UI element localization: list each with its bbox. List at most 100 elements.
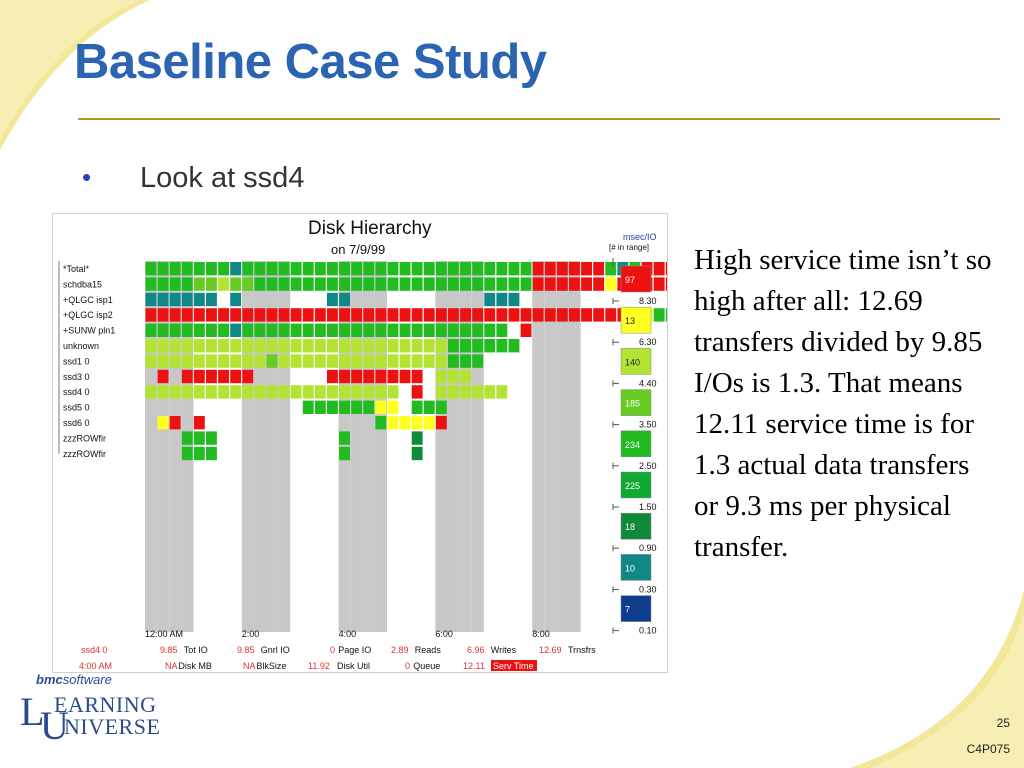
logo-word-universe: NIVERSE xyxy=(64,714,161,739)
heat-cell xyxy=(423,323,435,337)
legend-units: msec/IO xyxy=(623,232,657,242)
heat-cell xyxy=(339,400,350,414)
legend-swatch xyxy=(620,348,652,375)
heat-cell xyxy=(290,308,302,322)
heat-cell xyxy=(484,262,496,276)
heat-cell xyxy=(254,339,266,353)
legend-threshold: 4.40 xyxy=(639,378,657,388)
heat-cell xyxy=(254,277,266,291)
heat-cell xyxy=(230,277,242,291)
heat-cell xyxy=(520,277,532,291)
heat-cell xyxy=(314,400,326,414)
heat-cell xyxy=(653,277,665,291)
heat-cell xyxy=(448,323,459,337)
heat-cell xyxy=(375,308,387,322)
heat-cell xyxy=(472,277,484,291)
heat-cell xyxy=(544,308,556,322)
heat-cell xyxy=(266,308,278,322)
legend-count: 13 xyxy=(625,316,635,326)
legend-count: 140 xyxy=(625,357,640,367)
heat-cell xyxy=(653,262,665,276)
heat-cell xyxy=(593,262,605,276)
heat-cell xyxy=(218,308,229,322)
heat-cell xyxy=(193,431,205,445)
heat-cell xyxy=(508,339,520,353)
heat-cell xyxy=(314,354,326,368)
heat-cell xyxy=(520,323,532,337)
heat-cell xyxy=(556,308,568,322)
heat-cell xyxy=(278,262,290,276)
heat-cell xyxy=(314,308,326,322)
gray-time-column xyxy=(532,261,545,632)
heat-cell xyxy=(302,323,314,337)
disk-hierarchy-chart: Disk Hierarchy on 7/9/99 *Total* schdba15 +Q… xyxy=(52,213,668,673)
heat-cell xyxy=(569,262,580,276)
heat-cell xyxy=(157,308,169,322)
heat-cell xyxy=(181,308,193,322)
heat-cell xyxy=(387,323,399,337)
heat-cell xyxy=(314,277,326,291)
legend-swatch xyxy=(620,595,652,622)
heat-cell xyxy=(472,339,484,353)
heat-cell xyxy=(157,323,169,337)
gray-time-column xyxy=(568,261,581,632)
heat-cell xyxy=(327,369,338,384)
legend-count: 234 xyxy=(625,440,640,450)
heat-cell xyxy=(278,323,290,337)
heat-cell xyxy=(266,385,278,399)
heat-cell xyxy=(157,339,169,353)
legend-swatch xyxy=(620,471,652,499)
heat-cell xyxy=(314,339,326,353)
heat-cell xyxy=(266,323,278,337)
row-label: +SUNW pln1 xyxy=(63,326,115,336)
heat-cell xyxy=(206,262,217,276)
stat-label: Reads xyxy=(415,645,442,655)
gray-time-column xyxy=(362,261,375,632)
gray-time-column xyxy=(544,261,557,632)
heat-cell xyxy=(496,323,508,337)
heat-cell xyxy=(230,292,242,307)
stat-label: Writes xyxy=(491,645,517,655)
heat-cell xyxy=(218,385,229,399)
heat-cell xyxy=(665,262,667,276)
heat-cell xyxy=(290,262,302,276)
heat-cell xyxy=(181,262,193,276)
heat-cell xyxy=(206,446,217,461)
stat-value: NA xyxy=(165,661,178,671)
row-label: ssd6 0 xyxy=(63,418,90,428)
row-label: +QLGC isp1 xyxy=(63,295,113,305)
heat-cell xyxy=(157,385,169,399)
heat-cell xyxy=(193,446,205,461)
heat-cell xyxy=(363,308,375,322)
heat-cell xyxy=(351,369,363,384)
legend-swatch xyxy=(620,430,652,458)
heat-cell xyxy=(411,416,423,430)
heat-cell xyxy=(387,369,399,384)
heat-cell xyxy=(363,262,375,276)
heat-cell xyxy=(399,262,411,276)
heat-cell xyxy=(387,339,399,353)
heat-cell xyxy=(290,354,302,368)
gray-time-column xyxy=(374,261,387,632)
heat-cell xyxy=(387,354,399,368)
heat-cell xyxy=(193,354,205,368)
heat-cell xyxy=(496,262,508,276)
heat-cell xyxy=(339,262,350,276)
heat-cell xyxy=(327,308,338,322)
heat-cell xyxy=(556,262,568,276)
heat-cell xyxy=(339,339,350,353)
heat-cell xyxy=(145,323,157,337)
heat-cell xyxy=(230,323,242,337)
heat-cell xyxy=(266,354,278,368)
legend-count: 185 xyxy=(625,399,640,409)
stat-value: 12.69 xyxy=(539,645,562,655)
heat-cell xyxy=(448,369,459,384)
chart-title: Disk Hierarchy xyxy=(308,218,432,239)
heat-cell xyxy=(254,385,266,399)
legend-threshold: 1.50 xyxy=(639,502,657,512)
heat-cell xyxy=(593,308,605,322)
heat-cell xyxy=(460,277,471,291)
page-number: 25 xyxy=(996,716,1010,730)
gray-time-column xyxy=(459,261,472,632)
heat-cell xyxy=(351,354,363,368)
